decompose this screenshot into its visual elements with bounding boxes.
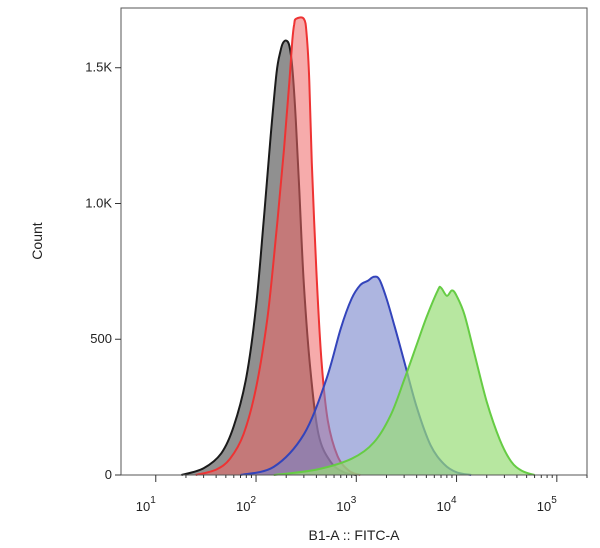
x-tick-label: 102 [236, 495, 256, 514]
series-layer [181, 16, 535, 476]
x-tick-label: 101 [136, 495, 156, 514]
y-axis-label: Count [29, 222, 45, 259]
y-tick-label: 1.0K [85, 195, 112, 210]
x-tick-label: 105 [537, 495, 557, 514]
series-red-area [195, 17, 361, 476]
x-tick-label: 103 [336, 495, 356, 514]
y-tick-label: 1.5K [85, 60, 112, 75]
series-green-line [273, 285, 535, 476]
series-black-area [181, 40, 357, 476]
y-tick-label: 500 [90, 331, 112, 346]
ticks-layer: 0 500 1.0K 1.5K 101 102 103 104 105 [85, 60, 588, 514]
plot-frame [120, 7, 588, 476]
x-axis-label: B1-A :: FITC-A [308, 527, 400, 543]
y-tick-label: 0 [105, 467, 112, 482]
series-red-line [195, 16, 361, 476]
x-tick-label: 104 [437, 495, 457, 514]
